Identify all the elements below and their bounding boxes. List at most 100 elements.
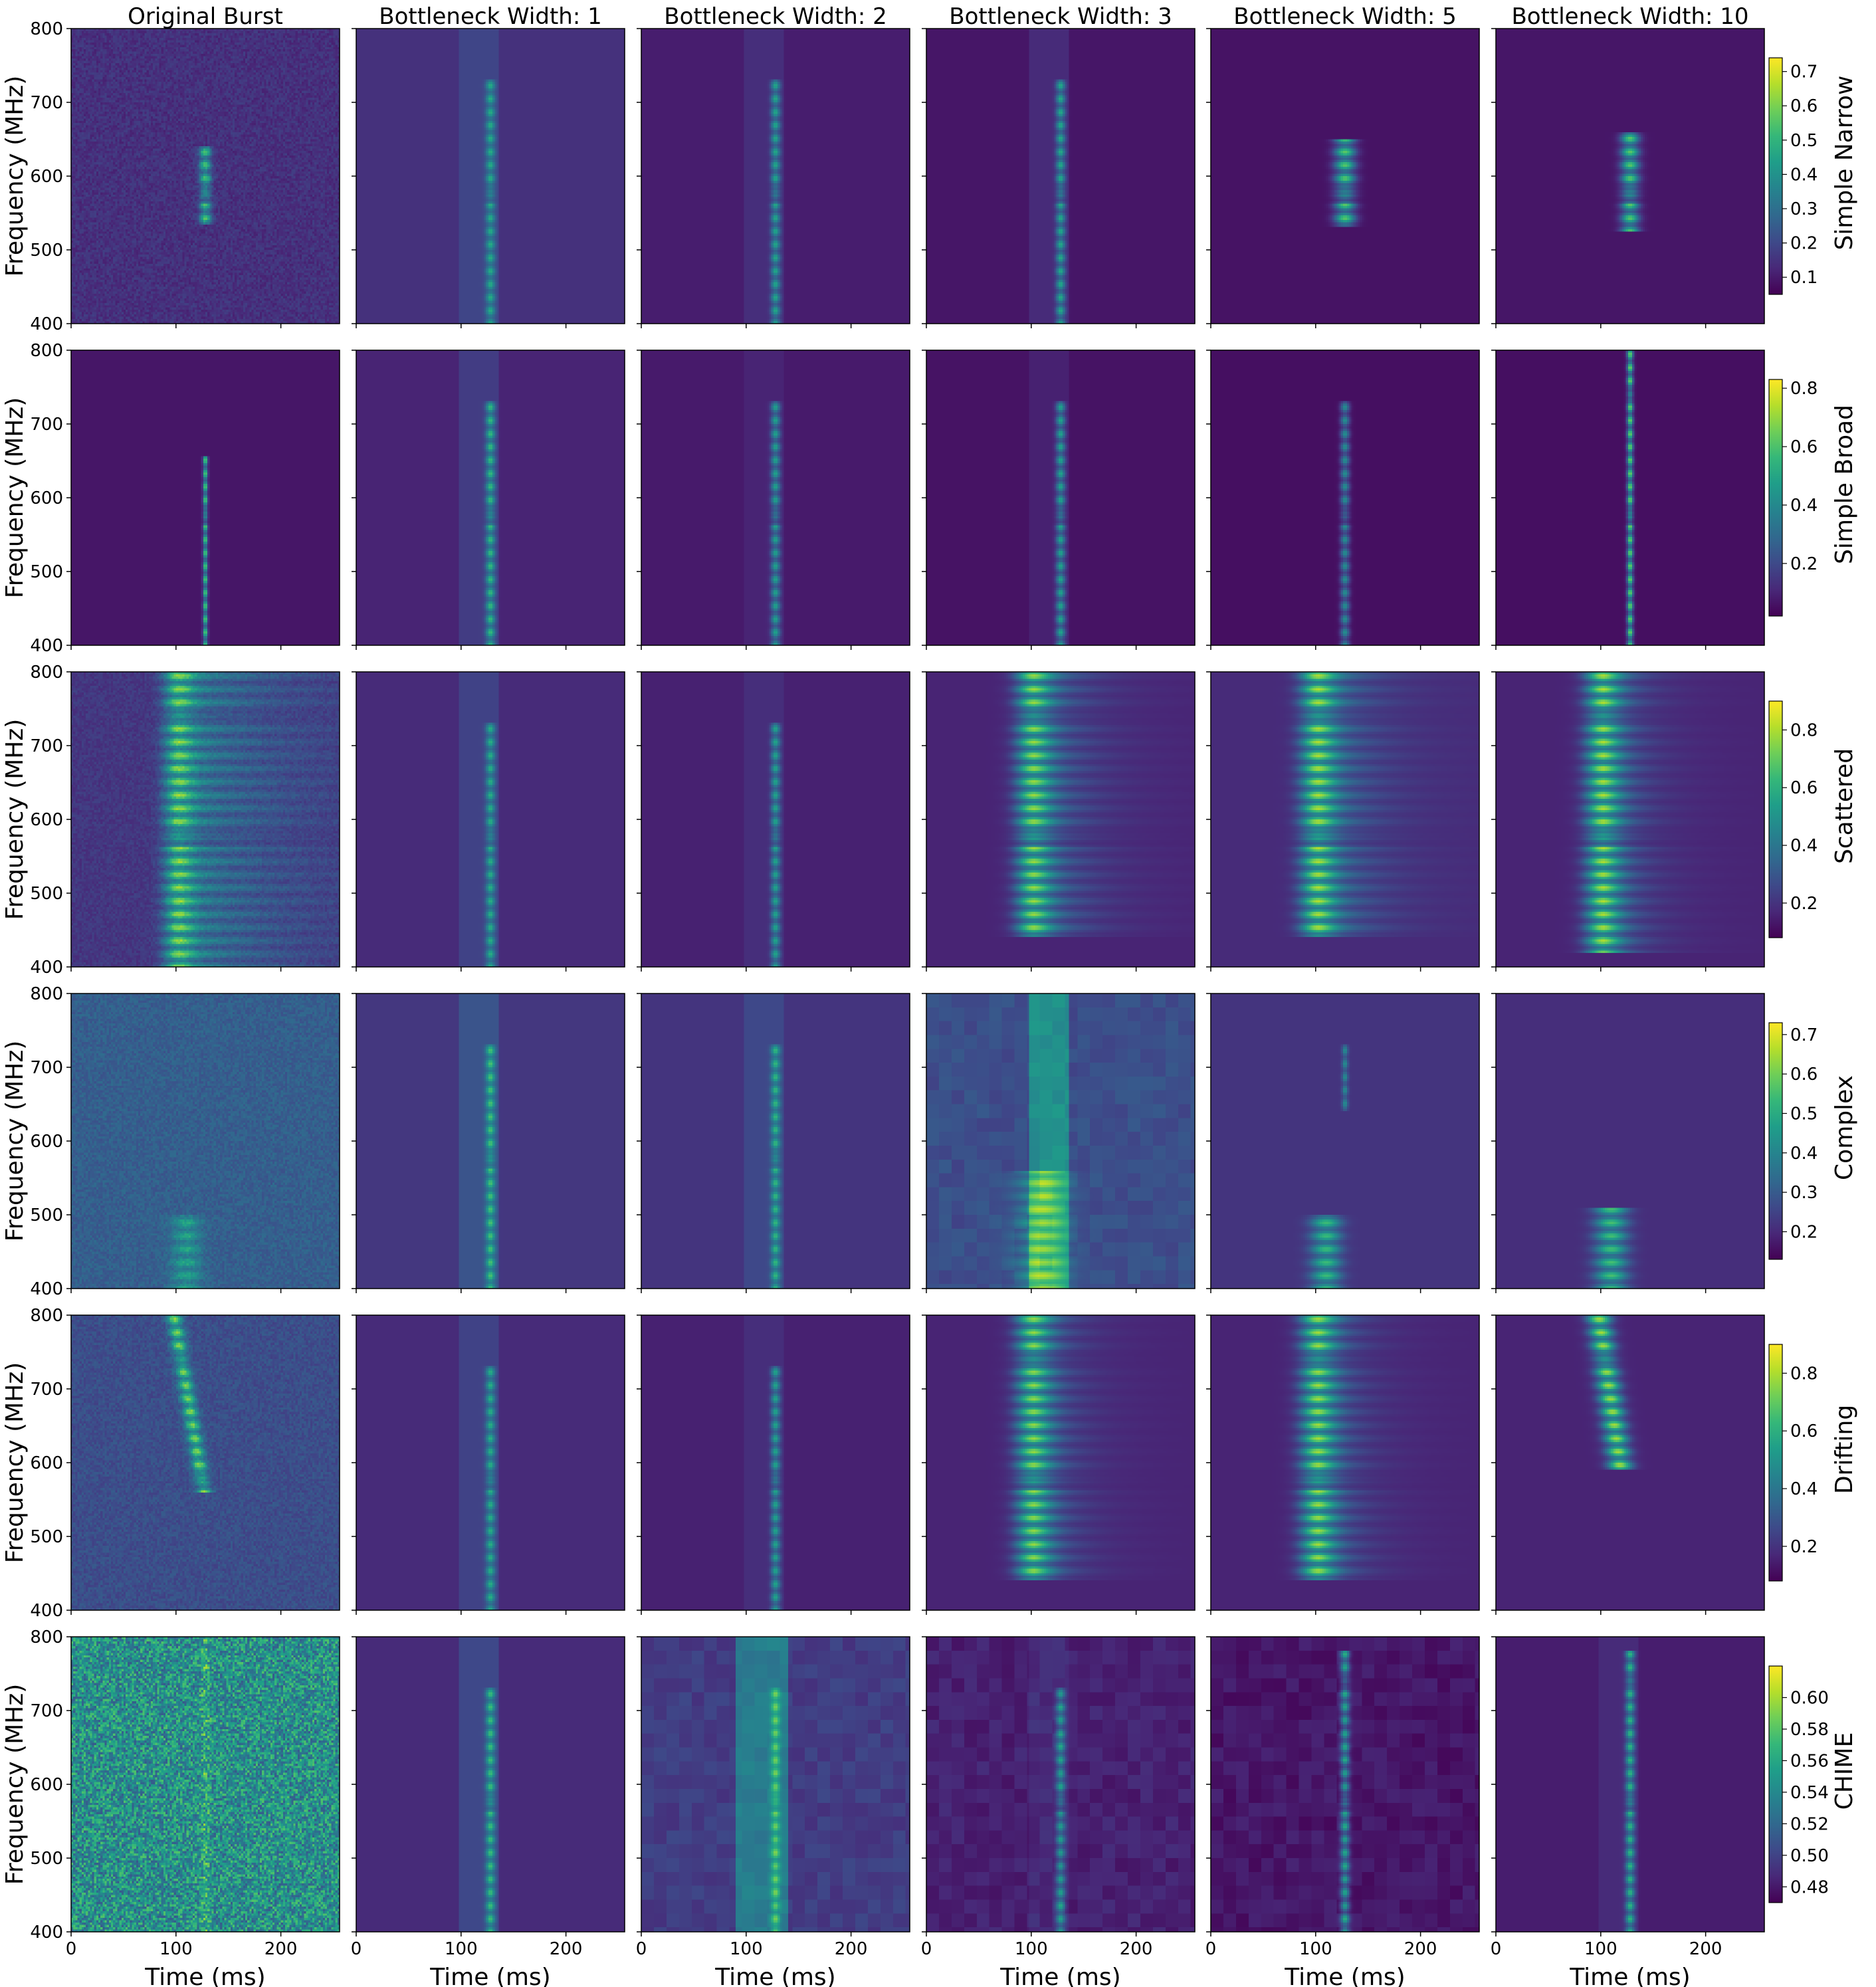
spectrogram-image	[356, 1315, 625, 1610]
heatmap-panel: 400 500 600 700 800 0 100 200 Time (ms)	[30, 1627, 340, 1987]
heatmap-panel	[637, 993, 910, 1293]
colorbar-tick-label: 0.6	[1790, 96, 1818, 116]
column-title: Bottleneck Width: 1	[379, 3, 601, 30]
y-tick-label: 400	[30, 1601, 63, 1621]
spectrogram-image	[71, 672, 340, 967]
x-tick-label: 200	[1689, 1939, 1722, 1959]
x-tick-label: 0	[351, 1939, 362, 1959]
y-tick-label: 800	[30, 663, 63, 682]
heatmap-panel	[922, 671, 1196, 972]
column-title: Original Burst	[128, 3, 283, 30]
row-label: Scattered	[1831, 748, 1858, 864]
row-label: Simple Narrow	[1831, 75, 1858, 250]
colorbar-tick-label: 0.60	[1790, 1688, 1829, 1708]
column-titles: Original Burst Bottleneck Width: 1 Bottlen…	[128, 3, 1748, 30]
x-tick-label: 100	[1015, 1939, 1048, 1959]
y-tick-label: 600	[30, 810, 63, 830]
heatmap-panel	[1206, 1314, 1480, 1615]
colorbar-tick-label: 0.58	[1790, 1720, 1829, 1740]
colorbar-tick-label: 0.8	[1790, 720, 1818, 740]
y-tick-label: 700	[30, 736, 63, 756]
y-tick-label: 600	[30, 167, 63, 187]
x-axis-label: Time (ms)	[999, 1964, 1120, 1987]
colorbar-gradient	[1768, 1665, 1783, 1903]
column-title: Bottleneck Width: 5	[1233, 3, 1456, 30]
spectrogram-image	[1211, 1637, 1479, 1932]
colorbar-tick-label: 0.2	[1790, 554, 1818, 574]
spectrogram-image	[1496, 350, 1764, 645]
heatmap-grid: 400 500 600 700 800 Frequency (MHz) 400 500 600 7…	[1, 19, 1765, 1987]
spectrogram-image	[1211, 350, 1479, 645]
x-tick-label: 200	[264, 1939, 298, 1959]
colorbar-tick-label: 0.4	[1790, 836, 1818, 856]
x-axis-label: Time (ms)	[1569, 1964, 1690, 1987]
heatmap-panel	[1491, 993, 1765, 1293]
colorbar-tick-label: 0.52	[1790, 1814, 1829, 1834]
y-axis-label: Frequency (MHz)	[1, 1041, 29, 1242]
heatmap-panel	[1206, 993, 1480, 1293]
spectrogram-image	[71, 350, 340, 645]
spectrogram-image	[71, 1315, 340, 1610]
column-title: Bottleneck Width: 2	[664, 3, 886, 30]
colorbar-tick-label: 0.3	[1790, 199, 1818, 219]
colorbar: 0.2 0.4 0.6 0.8	[1768, 1344, 1818, 1582]
y-tick-label: 700	[30, 1380, 63, 1400]
colorbar-tick-label: 0.2	[1790, 1222, 1818, 1242]
spectrogram-image	[926, 29, 1195, 324]
spectrogram-image	[1496, 29, 1764, 324]
heatmap-panel	[637, 671, 910, 972]
heatmap-panel	[352, 993, 625, 1293]
colorbar-tick-label: 0.2	[1790, 1537, 1818, 1557]
row-label: Complex	[1831, 1075, 1858, 1180]
y-tick-label: 600	[30, 1775, 63, 1795]
y-axis-label: Frequency (MHz)	[1, 397, 29, 599]
y-tick-label: 700	[30, 415, 63, 435]
colorbar-tick-label: 0.7	[1790, 1025, 1818, 1045]
x-tick-label: 0	[636, 1939, 647, 1959]
y-tick-label: 800	[30, 1306, 63, 1326]
y-tick-label: 700	[30, 1701, 63, 1721]
colorbar-gradient	[1768, 1344, 1783, 1582]
x-tick-label: 200	[1404, 1939, 1437, 1959]
colorbar-gradient	[1768, 1022, 1783, 1260]
spectrogram-image	[1211, 672, 1479, 967]
colorbar-tick-label: 0.7	[1790, 62, 1818, 82]
row-label: CHIME	[1831, 1732, 1858, 1810]
colorbar-tick-label: 0.2	[1790, 234, 1818, 254]
y-tick-label: 500	[30, 1849, 63, 1869]
y-axis-label: Frequency (MHz)	[1, 719, 29, 920]
colorbar-tick-label: 0.6	[1790, 1421, 1818, 1441]
x-tick-label: 0	[1205, 1939, 1217, 1959]
colorbar-tick-label: 0.4	[1790, 165, 1818, 185]
spectrogram-image	[356, 350, 625, 645]
colorbar-gradient	[1768, 700, 1783, 938]
y-tick-label: 500	[30, 1527, 63, 1547]
colorbar-tick-label: 0.5	[1790, 1104, 1818, 1124]
spectrogram-image	[1496, 1315, 1764, 1610]
heatmap-panel	[352, 350, 625, 650]
colorbar-tick-label: 0.50	[1790, 1846, 1829, 1866]
x-tick-label: 100	[1299, 1939, 1332, 1959]
colorbar-tick-label: 0.4	[1790, 496, 1818, 516]
spectrogram-image	[926, 1637, 1195, 1932]
y-tick-label: 800	[30, 341, 63, 361]
heatmap-panel	[922, 28, 1196, 328]
heatmap-panel	[637, 1314, 910, 1615]
spectrogram-image	[926, 994, 1195, 1289]
y-tick-label: 500	[30, 1205, 63, 1225]
heatmap-panel	[637, 28, 910, 328]
heatmap-panel	[1206, 350, 1480, 650]
y-tick-label: 600	[30, 488, 63, 508]
colorbar-gradient	[1768, 57, 1783, 295]
colorbar-tick-label: 0.5	[1790, 131, 1818, 151]
heatmap-panel: 400 500 600 700 800	[30, 663, 340, 978]
y-tick-label: 400	[30, 1279, 63, 1299]
x-tick-label: 100	[730, 1939, 763, 1959]
colorbar-tick-label: 0.3	[1790, 1183, 1818, 1203]
colorbar: 0.2 0.4 0.6 0.8	[1768, 379, 1818, 617]
spectrogram-image	[71, 1637, 340, 1932]
